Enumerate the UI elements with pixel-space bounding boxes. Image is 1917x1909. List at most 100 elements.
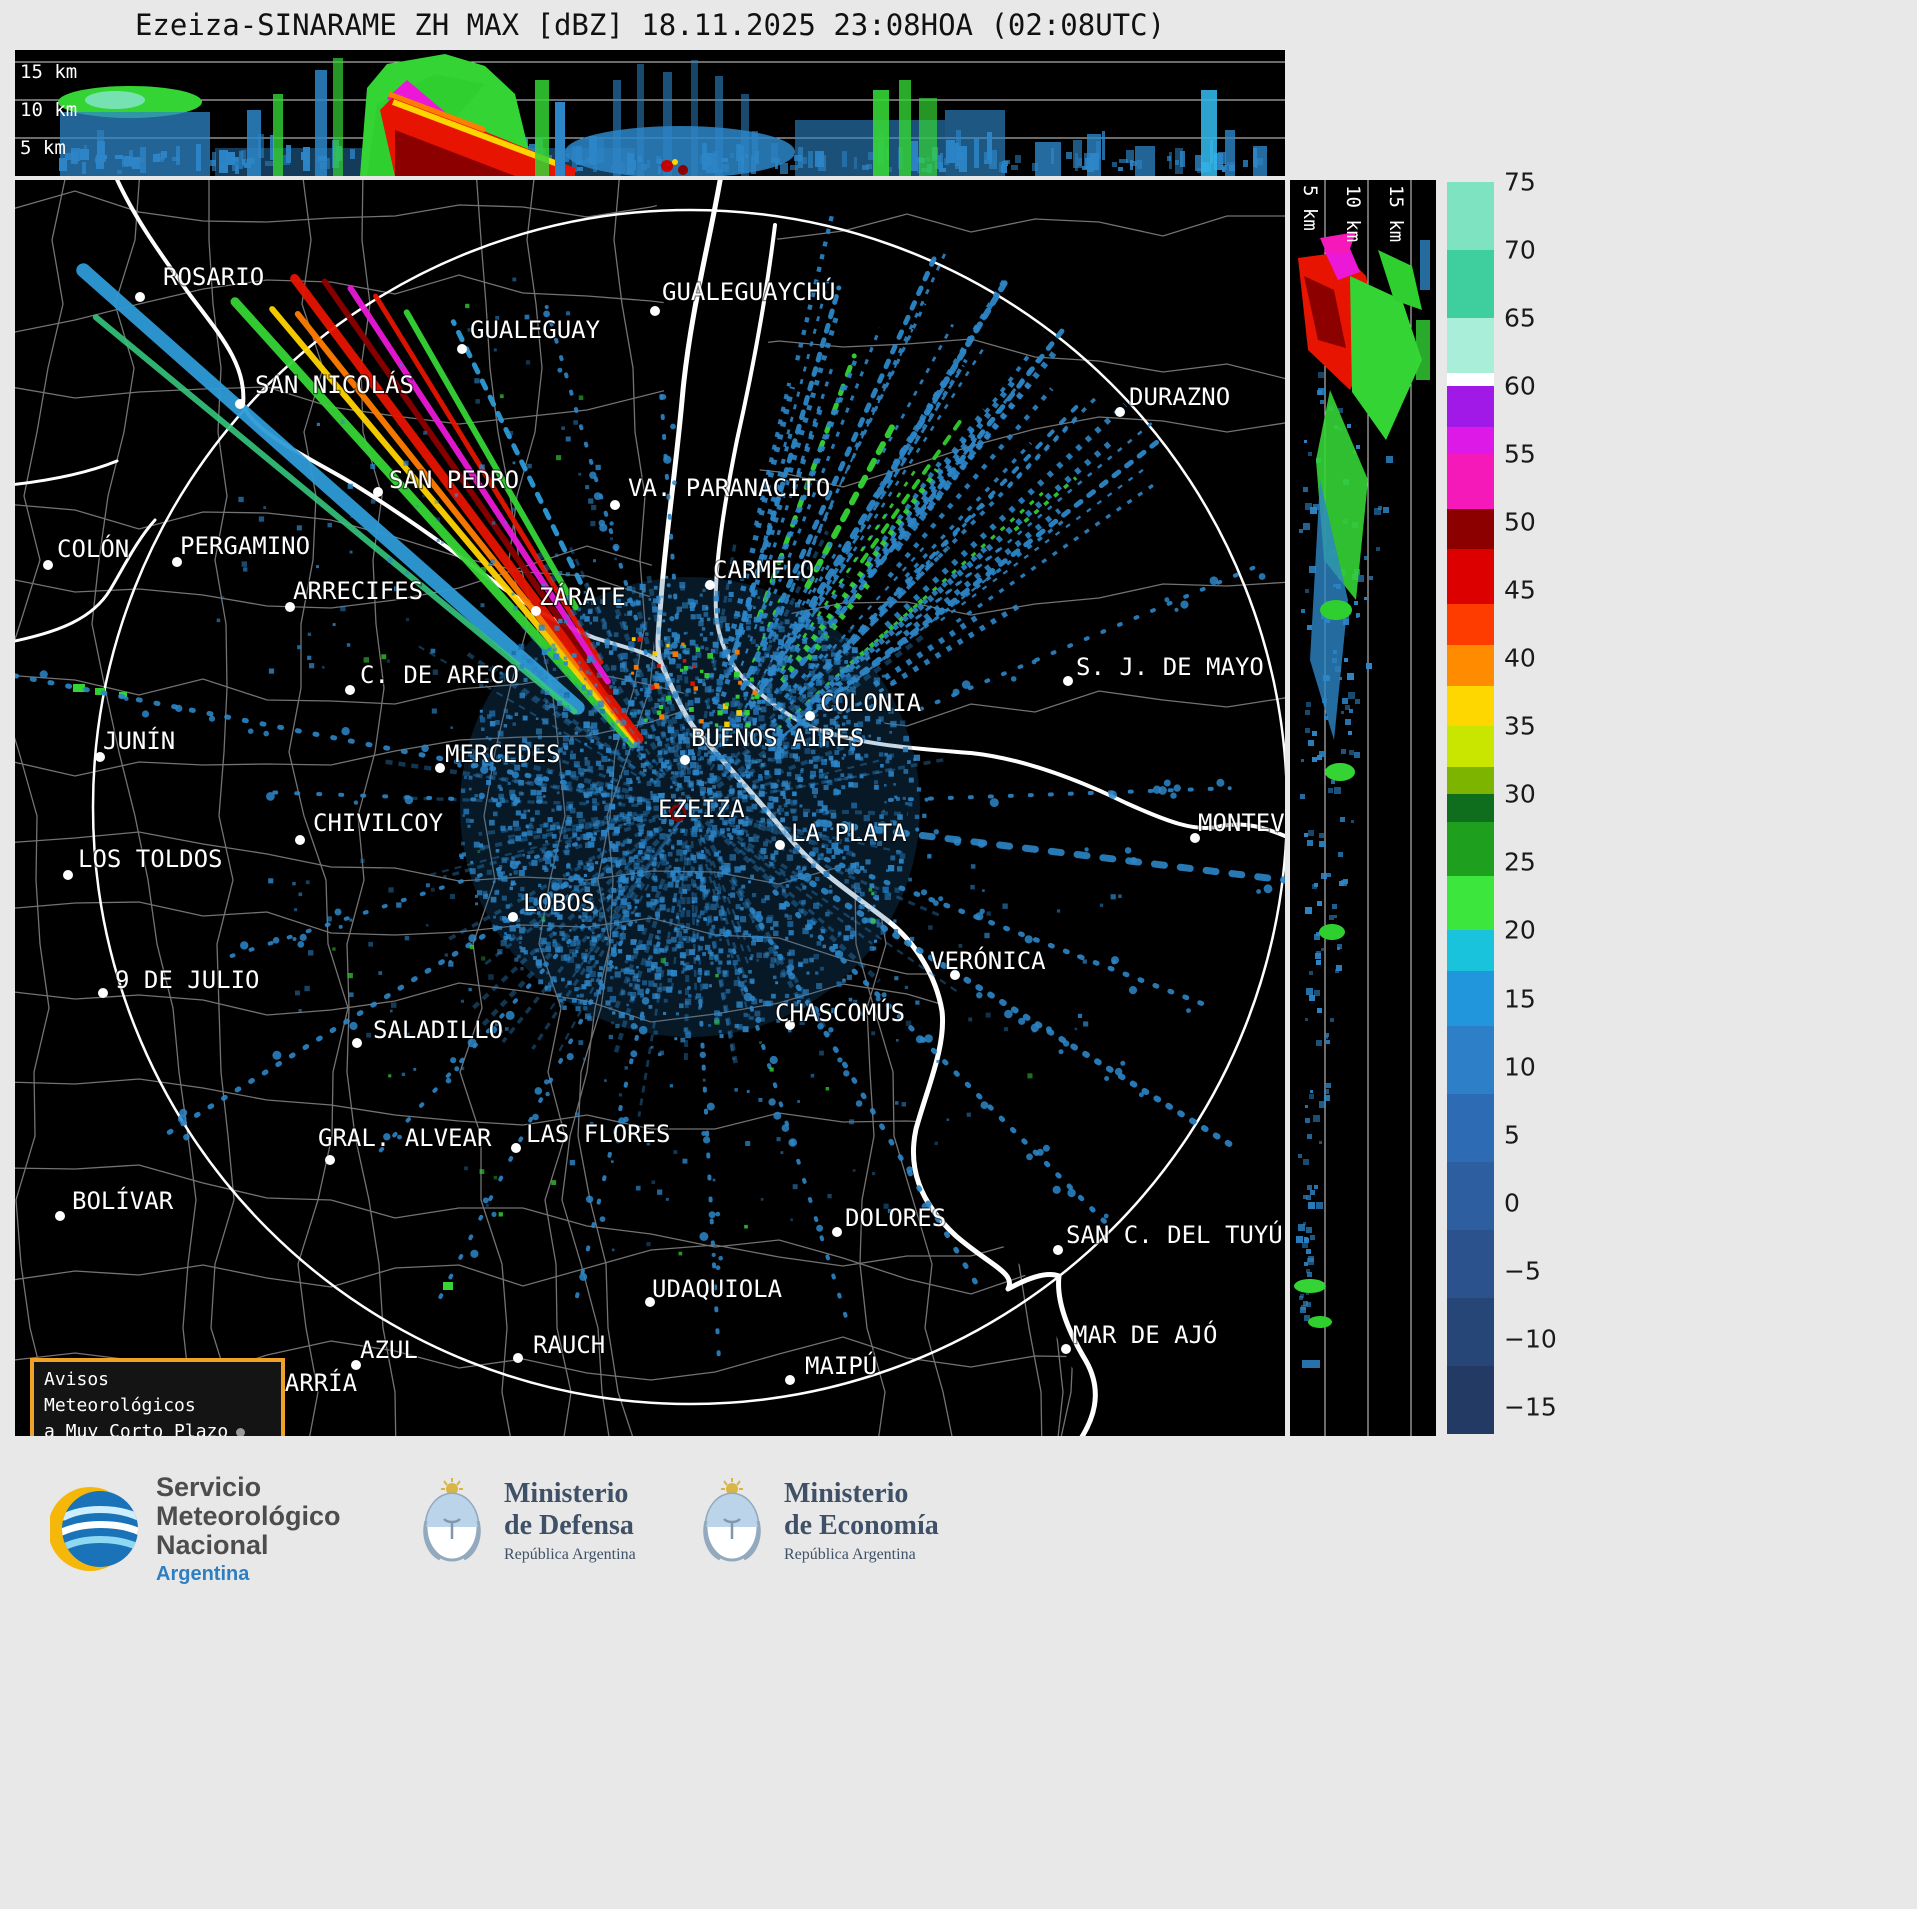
colorbar-segment [1447,767,1494,795]
colorbar-tick: 10 [1504,1052,1536,1082]
city-rauch: RAUCH [513,1330,607,1363]
city-lobos: LOBOS [508,888,597,922]
city-col-n: COLÓN [43,532,131,570]
svg-text:LOBOS: LOBOS [523,889,595,917]
colorbar-segment [1447,182,1494,251]
svg-text:COLÓN: COLÓN [57,533,129,563]
svg-text:SAN C. DEL TUYÚ: SAN C. DEL TUYÚ [1066,1219,1283,1249]
colorbar-segment [1447,372,1494,387]
colorbar-tick: 20 [1504,915,1536,945]
colorbar-tick: 55 [1504,439,1536,469]
colorbar-segment [1447,549,1494,604]
svg-text:RAUCH: RAUCH [533,1331,605,1359]
ministerio-defensa-block: Ministerio de Defensa República Argentin… [414,1477,636,1565]
colorbar-segments [1447,182,1494,1434]
svg-text:COLONIA: COLONIA [820,689,922,717]
height-label-5km-right: 5 km [1299,185,1321,231]
colorbar-tick: 40 [1504,643,1536,673]
colorbar-tick-labels: 75 70 65 60 55 50 45 40 35 30 25 20 15 10 5 0 −5 −10 −15 [1504,168,1594,1434]
svg-text:ZÁRATE: ZÁRATE [539,582,626,611]
colorbar-tick: 75 [1504,167,1536,197]
warning-notice-box: Avisos Meteorológicos a Muy Corto Plazo [30,1358,285,1436]
svg-text:VA. PARANACITO: VA. PARANACITO [628,474,830,502]
colorbar-segment [1447,794,1494,822]
page-title: Ezeiza-SINARAME ZH MAX [dBZ] 18.11.2025 … [134,8,1166,42]
svg-text:MONTEVIDEO: MONTEVIDEO [1198,809,1285,837]
notice-line1: Avisos Meteorológicos [44,1369,196,1417]
height-label-15km: 15 km [20,61,78,83]
city-udaquiola: UDAQUIOLA [645,1274,784,1307]
colorbar-tick: 0 [1504,1188,1520,1218]
svg-text:GUALEGUAYCHÚ: GUALEGUAYCHÚ [662,276,835,306]
smn-name-line3: Nacional [156,1529,269,1560]
radar-site-marker [669,804,687,822]
colorbar-tick: 65 [1504,303,1536,333]
notice-line2: a Muy Corto Plazo [44,1421,229,1436]
city-gualeguay: GUALEGUAY [457,315,602,354]
svg-text:PERGAMINO: PERGAMINO [180,532,310,560]
city-s-j-de-mayo: S. J. DE MAYO [1063,652,1265,686]
colorbar-tick: −10 [1504,1324,1557,1354]
top-cross-section-echoes [58,54,1267,176]
city-c-de-areco: C. DE ARECO [345,660,520,695]
height-label-15km-right: 15 km [1385,185,1407,243]
city-gral-alvear: GRAL. ALVEAR [317,1123,493,1165]
svg-text:C. DE ARECO: C. DE ARECO [360,661,519,689]
city-montevideo: MONTEVIDEO [1190,808,1285,843]
city-9-de-julio: 9 DE JULIO [98,965,261,998]
svg-text:DOLORES: DOLORES [845,1204,946,1232]
svg-text:MERCEDES: MERCEDES [445,740,561,768]
radar-map: ROSARIO GUALEGUAYCHÚ GUALEGUAY SAN NICOLÁS D… [15,180,1285,1436]
radar-range-ring [91,208,1285,1406]
city-la-plata: LA PLATA [775,818,908,850]
colorbar-segment [1447,1093,1494,1162]
svg-text:GUALEGUAY: GUALEGUAY [470,316,601,344]
svg-text:GRAL. ALVEAR: GRAL. ALVEAR [318,1124,492,1152]
colorbar-segment [1447,454,1494,509]
city-ver-nica: VERÓNICA [929,944,1047,980]
height-label-10km: 10 km [20,99,78,121]
colorbar-segment [1447,1297,1494,1366]
city-chivilcoy: CHIVILCOY [295,808,445,845]
svg-text:EZEIZA: EZEIZA [658,795,745,823]
smn-logo-icon [50,1487,138,1572]
svg-text:CHASCOMÚS: CHASCOMÚS [775,997,905,1027]
city-los-toldos: LOS TOLDOS [63,844,224,880]
city-las-flores: LAS FLORES [511,1119,672,1153]
city-chascom-s: CHASCOMÚS [774,996,906,1030]
svg-text:9 DE JULIO: 9 DE JULIO [115,966,260,994]
svg-text:JUNÍN: JUNÍN [103,726,175,755]
city-durazno: DURAZNO [1115,382,1231,417]
city-dolores: DOLORES [832,1203,947,1237]
colorbar-segment [1447,1229,1494,1298]
svg-text:DURAZNO: DURAZNO [1129,383,1230,411]
city-z-rate: ZÁRATE [531,581,627,616]
colorbar-tick: −5 [1504,1256,1541,1286]
city-saladillo: SALADILLO [352,1015,504,1048]
city-labels: ROSARIO GUALEGUAYCHÚ GUALEGUAY SAN NICOLÁS D… [43,262,1285,1398]
colorbar-tick: 30 [1504,779,1536,809]
svg-text:LOS TOLDOS: LOS TOLDOS [78,845,223,873]
city-carmelo: CARMELO [705,555,815,590]
colorbar-tick: 35 [1504,711,1536,741]
colorbar-tick: −15 [1504,1392,1557,1422]
economia-subtitle: de Economía [784,1509,939,1541]
ministerio-economia-block: Ministerio de Economía República Argenti… [694,1477,939,1565]
colorbar-segment [1447,318,1494,373]
svg-text:AZUL: AZUL [360,1336,418,1364]
colorbar-segment [1447,930,1494,972]
smn-logo-block: Servicio Meteorológico Nacional Argentin… [50,1473,341,1586]
colorbar-tick: 25 [1504,847,1536,877]
top-cross-section: 15 km 10 km 5 km [15,50,1285,176]
defensa-caption: República Argentina [504,1545,636,1563]
city-rosario: ROSARIO [135,262,265,302]
right-cross-section-echoes [1294,232,1430,1368]
city-arrecifes: ARRECIFES [285,576,424,612]
colorbar-segment [1447,821,1494,877]
smn-country: Argentina [156,1562,250,1585]
city-san-nicol-s: SAN NICOLÁS [235,369,415,409]
city-mar-de-aj-: MAR DE AJÓ [1061,1318,1219,1354]
city-san-pedro: SAN PEDRO [373,465,520,497]
city-gualeguaych-: GUALEGUAYCHÚ [650,275,837,316]
